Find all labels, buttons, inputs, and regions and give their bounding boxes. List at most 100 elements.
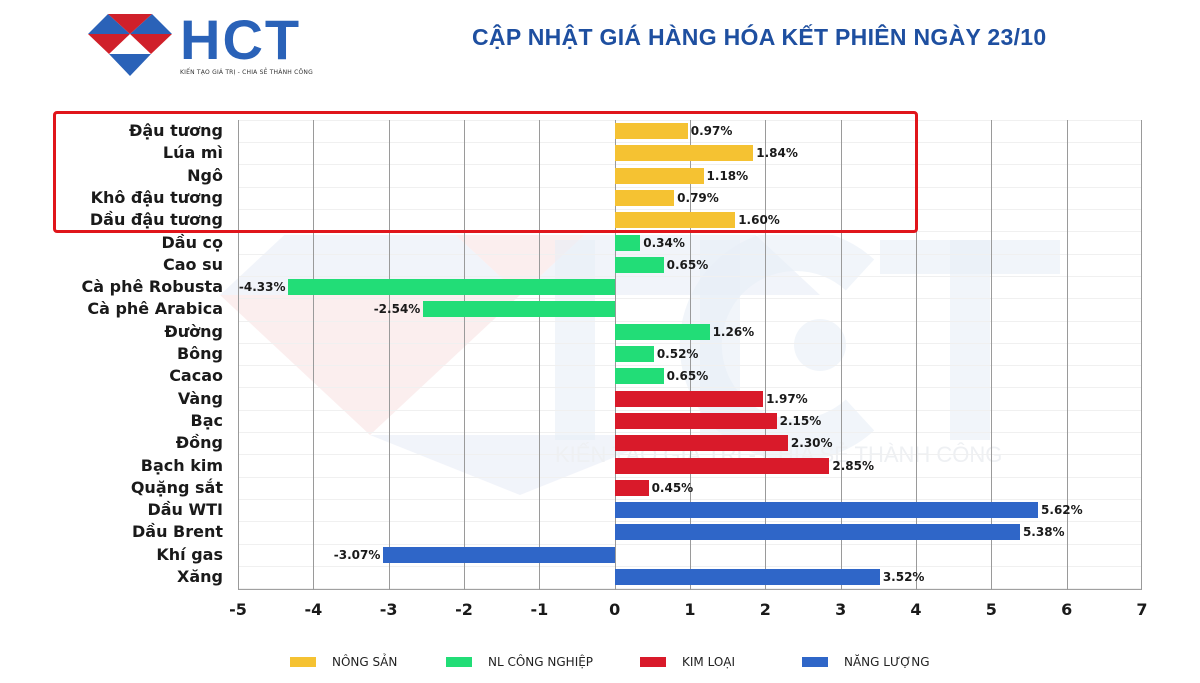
x-tick-label: 3	[835, 600, 847, 619]
bar	[614, 457, 830, 474]
bar-value-label: 0.45%	[651, 480, 694, 495]
bar-value-label: 0.65%	[666, 369, 709, 384]
category-label: Dầu cọ	[161, 232, 223, 252]
category-label: Ngô	[187, 165, 223, 185]
x-tick-label: 4	[910, 600, 922, 619]
category-label: Khô đậu tương	[90, 187, 223, 207]
legend-swatch-icon	[290, 657, 316, 667]
category-label: Dầu Brent	[131, 522, 223, 542]
bar-value-label: 1.60%	[738, 213, 780, 228]
hct-logo: HCT KIẾN TẠO GIÁ TRỊ - CHIA SẺ THÀNH CÔN…	[88, 8, 318, 82]
bar-value-label: 5.62%	[1041, 503, 1083, 518]
bar-value-label: 1.84%	[756, 146, 798, 161]
x-tick-label: -5	[229, 600, 247, 619]
chart-legend: NÔNG SẢN NL CÔNG NGHIỆP KIM LOẠI NĂNG LƯ…	[0, 655, 1200, 675]
bar	[423, 301, 615, 318]
bar-value-label: 3.52%	[882, 570, 925, 584]
bar-value-label: 0.79%	[677, 190, 719, 205]
bar	[383, 546, 615, 563]
bar	[614, 123, 688, 139]
bar-value-label: 0.52%	[656, 347, 699, 361]
vertical-gridline	[539, 120, 541, 590]
bar-chart-plot-area: 0.97% 1.84% 1.18% 0.79% 1.60% 0.34% 0.65% -4.33…	[238, 119, 1142, 590]
logo-wordmark: HCT	[180, 8, 302, 71]
bar	[614, 368, 664, 385]
bar-value-label: -4.33%	[238, 280, 286, 295]
category-label: Bạc	[190, 410, 223, 430]
vertical-gridline	[1066, 120, 1068, 590]
bar	[614, 479, 649, 496]
legend-item-nong-san: NÔNG SẢN	[290, 655, 397, 669]
x-tick-label: -2	[455, 600, 473, 619]
x-tick-label: 0	[609, 600, 621, 619]
bar-value-label: -2.54%	[373, 302, 421, 317]
bar-value-label: 5.38%	[1022, 525, 1065, 540]
legend-swatch-icon	[802, 657, 828, 667]
vertical-gridline	[1141, 120, 1142, 590]
bar-value-label: 2.85%	[832, 458, 874, 473]
category-label: Vàng	[177, 388, 223, 408]
bar	[614, 234, 641, 251]
bar	[614, 323, 710, 340]
category-label: Bông	[176, 344, 223, 363]
bar	[614, 189, 675, 206]
vertical-gridline	[840, 120, 842, 590]
vertical-gridline	[991, 120, 993, 590]
bar-value-label: 2.30%	[790, 436, 833, 451]
legend-label: KIM LOẠI	[682, 655, 736, 669]
diamond-logo-icon	[88, 14, 172, 76]
category-label: Xăng	[177, 567, 223, 586]
legend-label: NĂNG LƯỢNG	[844, 655, 930, 669]
vertical-gridline	[313, 120, 315, 590]
legend-swatch-icon	[640, 657, 666, 667]
category-label: Dầu WTI	[147, 500, 223, 520]
category-label: Đậu tương	[128, 121, 223, 140]
category-label: Đồng	[175, 433, 223, 453]
x-tick-label: 1	[684, 600, 696, 619]
category-label: Dầu đậu tương	[89, 210, 223, 230]
bar	[614, 390, 764, 407]
bar-value-label: 0.34%	[643, 235, 685, 250]
bar-value-label: 0.65%	[666, 257, 709, 272]
x-tick-label: -4	[304, 600, 323, 619]
vertical-gridline	[916, 120, 917, 590]
bar	[614, 212, 736, 229]
legend-label: NL CÔNG NGHIỆP	[488, 655, 594, 669]
category-label: Cà phê Arabica	[87, 299, 223, 319]
bar	[614, 167, 704, 184]
category-label: Quặng sắt	[130, 477, 223, 497]
category-label: Lúa mì	[162, 143, 223, 163]
bar-value-label: 2.15%	[779, 413, 822, 428]
x-tick-label: -3	[379, 600, 398, 619]
legend-label: NÔNG SẢN	[332, 655, 398, 669]
bar	[614, 569, 880, 585]
bar	[614, 412, 777, 429]
page-title: CẬP NHẬT GIÁ HÀNG HÓA KẾT PHIÊN NGÀY 23/…	[472, 24, 1047, 50]
category-label: Cacao	[169, 366, 223, 386]
bar	[614, 502, 1039, 519]
x-tick-label: 6	[1061, 600, 1073, 619]
category-label: Khí gas	[156, 544, 223, 564]
bar	[614, 256, 664, 273]
legend-swatch-icon	[446, 657, 472, 667]
bar-value-label: 1.26%	[712, 324, 755, 339]
category-label: Cao su	[162, 254, 223, 274]
x-tick-label: 2	[759, 600, 771, 619]
legend-item-nl-cong-nghiep: NL CÔNG NGHIỆP	[446, 655, 593, 669]
highlight-box-nong-san	[53, 111, 918, 233]
category-label: Bạch kim	[140, 455, 223, 475]
vertical-gridline	[765, 120, 767, 590]
bar-value-label: 0.97%	[690, 124, 733, 138]
legend-item-kim-loai: KIM LOẠI	[640, 655, 735, 669]
bar	[614, 346, 654, 362]
bar	[288, 279, 615, 296]
bar	[614, 435, 788, 452]
bar	[614, 524, 1020, 541]
bar-value-label: 1.18%	[706, 168, 749, 183]
bar-value-label: 1.97%	[766, 391, 808, 406]
bar-value-label: -3.07%	[333, 547, 381, 562]
bar	[614, 145, 754, 162]
logo-tagline: KIẾN TẠO GIÁ TRỊ - CHIA SẺ THÀNH CÔNG	[180, 69, 313, 76]
category-label: Đường	[164, 321, 223, 341]
x-tick-label: 5	[985, 600, 997, 619]
